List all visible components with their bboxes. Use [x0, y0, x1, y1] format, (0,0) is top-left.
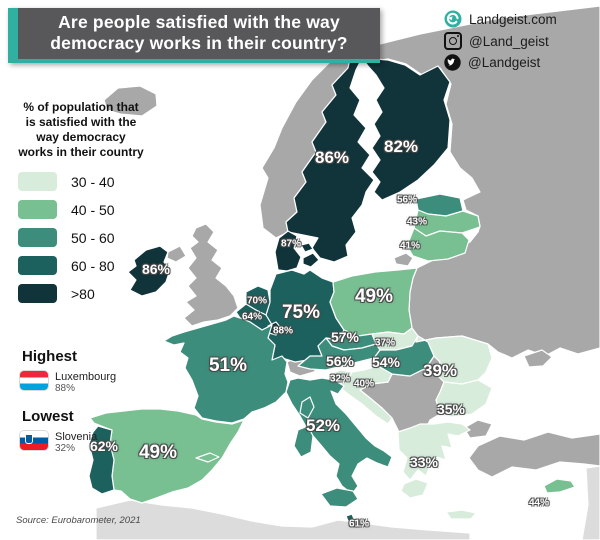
- region-peloponnese: [400, 478, 429, 499]
- country-poland: [329, 267, 418, 337]
- twitter-handle: @Landgeist: [468, 55, 541, 70]
- site-label: Landgeist.com: [469, 11, 557, 27]
- twitter-row: @Landgeist: [444, 54, 594, 71]
- legend-swatch-over-80: [18, 284, 57, 303]
- legend-row: >80: [18, 284, 156, 303]
- country-france: [163, 315, 289, 424]
- region-levant: [581, 465, 600, 540]
- slovenia-flag: [20, 431, 48, 450]
- country-turkey: [468, 431, 600, 478]
- region-north-africa: [95, 499, 471, 540]
- region-corsica: [299, 396, 315, 419]
- extremes-block: Highest Luxembourg 88% Lowest Slovenia 3…: [20, 348, 140, 468]
- country-ireland: [127, 245, 171, 297]
- landgeist-logo-icon: [444, 10, 462, 28]
- region-crimea: [523, 349, 553, 368]
- country-portugal: [88, 425, 115, 495]
- country-finland: [361, 57, 451, 201]
- legend-row: 50 - 60: [18, 228, 156, 247]
- country-bulgaria: [435, 379, 493, 418]
- legend-title: % of population that is satisfied with t…: [18, 100, 144, 159]
- legend-row: 30 - 40: [18, 172, 156, 191]
- country-austria: [297, 337, 381, 371]
- lowest-heading: Lowest: [22, 408, 74, 425]
- title-banner: Are people satisfied with the way democr…: [8, 8, 380, 63]
- legend-label: 40 - 50: [71, 201, 115, 218]
- region-crete: [445, 509, 477, 520]
- legend-label: >80: [71, 285, 95, 302]
- country-denmark-island2: [300, 242, 314, 253]
- title-line-1: Are people satisfied with the way: [58, 12, 340, 32]
- source-note: Source: Eurobarometer, 2021: [16, 515, 141, 526]
- legend-label: 30 - 40: [71, 173, 115, 190]
- country-united-kingdom: [183, 223, 239, 327]
- lowest-value: 32%: [55, 443, 76, 454]
- title-line-2: democracy works in their country?: [50, 33, 348, 53]
- legend-label: 60 - 80: [71, 257, 115, 274]
- country-cyprus: [543, 478, 576, 494]
- region-turkey-thrace: [463, 419, 493, 439]
- country-greece: [397, 421, 471, 481]
- country-iceland: [103, 85, 158, 117]
- legend-row: 60 - 80: [18, 256, 156, 275]
- luxembourg-flag: [20, 371, 48, 390]
- highest-heading: Highest: [22, 348, 78, 365]
- highest-country: Luxembourg: [55, 371, 117, 383]
- country-croatia: [335, 365, 393, 425]
- legend-swatch-40-50: [18, 200, 57, 219]
- region-kaliningrad: [393, 252, 414, 267]
- instagram-row: @Land_geist: [444, 32, 594, 50]
- region-balearics: [195, 452, 220, 463]
- highest-item: Luxembourg 88%: [20, 371, 140, 394]
- region-northern-ireland: [166, 245, 187, 263]
- country-hungary: [373, 335, 435, 377]
- legend-swatch-60-80: [18, 256, 57, 275]
- highest-value: 88%: [55, 383, 76, 394]
- country-lithuania: [406, 227, 470, 262]
- lowest-item: Slovenia 32%: [20, 431, 140, 454]
- twitter-icon: [444, 54, 461, 71]
- country-malta: [345, 513, 355, 522]
- instagram-handle: @Land_geist: [469, 33, 549, 49]
- site-row: Landgeist.com: [444, 10, 594, 28]
- country-denmark-islands: [302, 252, 320, 268]
- lowest-country: Slovenia: [55, 431, 98, 443]
- country-sweden: [285, 49, 375, 263]
- legend-row: 40 - 50: [18, 200, 156, 219]
- legend-swatch-30-40: [18, 172, 57, 191]
- legend: % of population that is satisfied with t…: [6, 100, 156, 312]
- branding-block: Landgeist.com @Land_geist @Landgeist: [444, 10, 594, 75]
- legend-label: 50 - 60: [71, 229, 115, 246]
- legend-swatch-50-60: [18, 228, 57, 247]
- region-sicily: [320, 487, 359, 508]
- region-sardinia: [293, 425, 314, 458]
- instagram-icon: [444, 32, 462, 50]
